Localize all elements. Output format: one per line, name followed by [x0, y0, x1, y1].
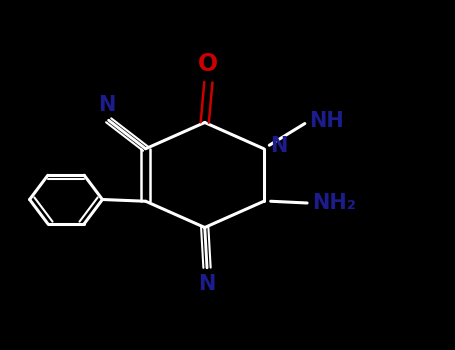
Text: N: N [270, 136, 287, 156]
Text: O: O [198, 52, 218, 76]
Text: N: N [198, 274, 216, 294]
Text: NH₂: NH₂ [313, 193, 356, 213]
Text: N: N [98, 95, 115, 115]
Text: NH: NH [309, 111, 344, 131]
